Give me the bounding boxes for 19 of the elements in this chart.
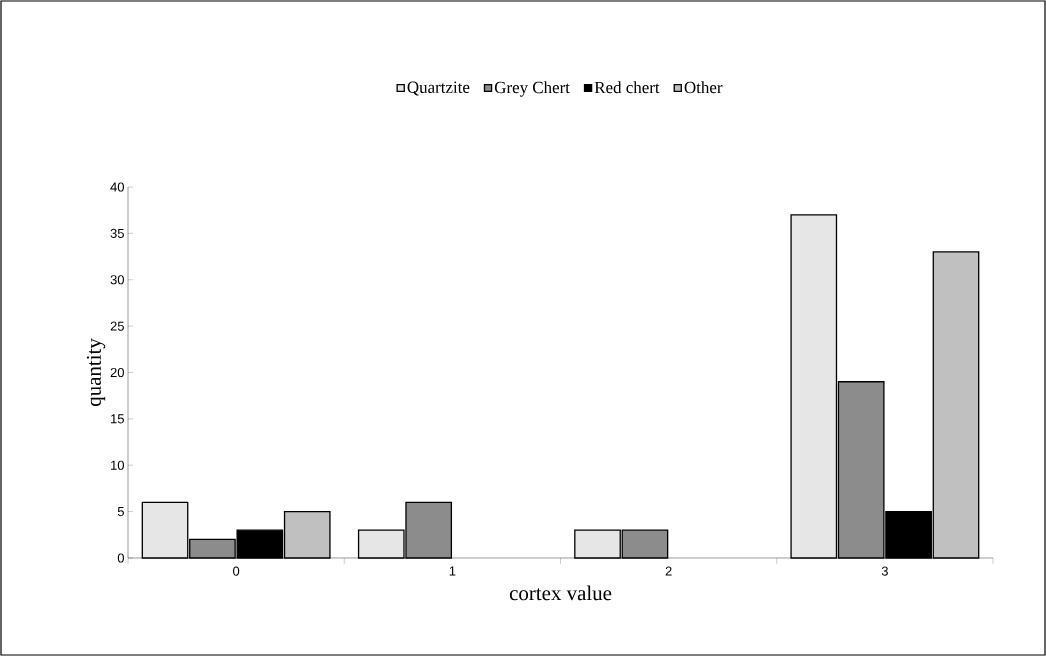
x-tick-label: 1 <box>449 566 456 576</box>
x-tick-label: 2 <box>665 566 672 576</box>
y-tick-label: 25 <box>110 321 124 331</box>
legend-label: Grey Chert <box>494 81 570 97</box>
x-tick-label: 0 <box>233 566 240 576</box>
y-tick-label: 5 <box>117 507 124 517</box>
y-tick-label: 20 <box>110 367 124 378</box>
y-tick-label: 15 <box>111 414 124 424</box>
x-tick-label: 3 <box>881 566 888 576</box>
legend-label: Other <box>684 81 723 94</box>
y-tick-label: 35 <box>110 228 124 238</box>
legend-label: Red chert <box>594 81 660 94</box>
legend-label: Quartzite <box>407 81 470 96</box>
x-axis-title: cortex value <box>509 585 612 601</box>
y-tick-label: 0 <box>117 553 124 563</box>
y-tick-label: 40 <box>110 182 124 192</box>
y-axis-title: quantity <box>86 338 106 407</box>
y-tick-label: 10 <box>111 460 124 470</box>
y-tick-label: 30 <box>110 275 124 285</box>
